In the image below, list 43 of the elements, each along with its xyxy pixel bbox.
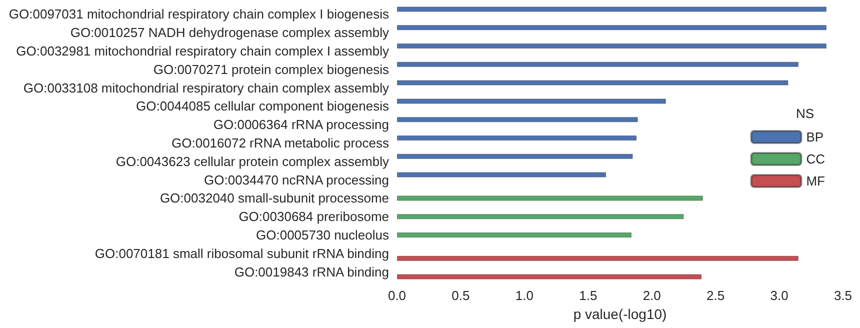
y-tick-label: GO:0070181 small ribosomal subunit rRNA binding (94, 246, 389, 261)
x-tick-label: 1.5 (579, 288, 598, 303)
bar (397, 232, 632, 238)
bar (397, 214, 684, 220)
bar (397, 44, 826, 48)
y-tick-label: GO:0030684 preribosome (238, 209, 389, 224)
y-tick-label: GO:0032981 mitochondrial respiratory chain complex I assembly (16, 44, 390, 58)
y-tick-label: GO:0034470 ncRNA processing (204, 172, 389, 188)
y-tick-label: GO:0032040 small-subunit processome (160, 190, 389, 206)
bar (397, 256, 798, 261)
legend-label: BP (806, 130, 824, 144)
y-tick-label: GO:0005730 nucleolus (256, 228, 390, 242)
x-tick-label: 3.0 (770, 288, 788, 303)
bar (397, 172, 606, 178)
y-tick-label: GO:0070271 protein complex biogenesis (153, 62, 390, 77)
y-tick-label: GO:0016072 rRNA metabolic process (172, 136, 390, 150)
legend-label: CC (806, 152, 826, 166)
bar (397, 62, 798, 67)
x-tick-label: 2.0 (642, 288, 661, 303)
bar (397, 6, 826, 12)
y-tick-label: GO:0043623 cellular protein complex assembly (116, 154, 390, 169)
x-tick-label: 0.0 (388, 288, 406, 303)
y-tick-label: GO:0033108 mitochondrial respiratory chain complex assembly (23, 80, 390, 96)
y-tick-label: GO:0097031 mitochondrial respiratory chain complex I biogenesis (8, 6, 390, 22)
bar (397, 274, 702, 280)
bar (397, 80, 788, 86)
y-tick-label: GO:0010257 NADH dehydrogenase complex assembly (70, 25, 390, 40)
bar (397, 196, 703, 201)
x-tick-label: 3.5 (834, 288, 852, 303)
bar (397, 25, 826, 30)
bar (397, 117, 638, 122)
x-axis-title: p value(-log10) (573, 306, 667, 322)
y-tick-label: GO:0044085 cellular component biogenesis (136, 98, 390, 114)
bar (397, 136, 637, 140)
y-tick-label: GO:0006364 rRNA processing (213, 117, 389, 132)
x-tick-label: 2.5 (706, 288, 725, 303)
x-tick-label: 0.5 (452, 288, 470, 303)
legend-title: NS (796, 106, 814, 121)
bar (397, 98, 666, 104)
legend-label: MF (806, 174, 826, 188)
y-tick-label: GO:0019843 rRNA binding (234, 264, 389, 280)
x-tick-label: 1.0 (515, 288, 534, 303)
bar (397, 154, 633, 159)
